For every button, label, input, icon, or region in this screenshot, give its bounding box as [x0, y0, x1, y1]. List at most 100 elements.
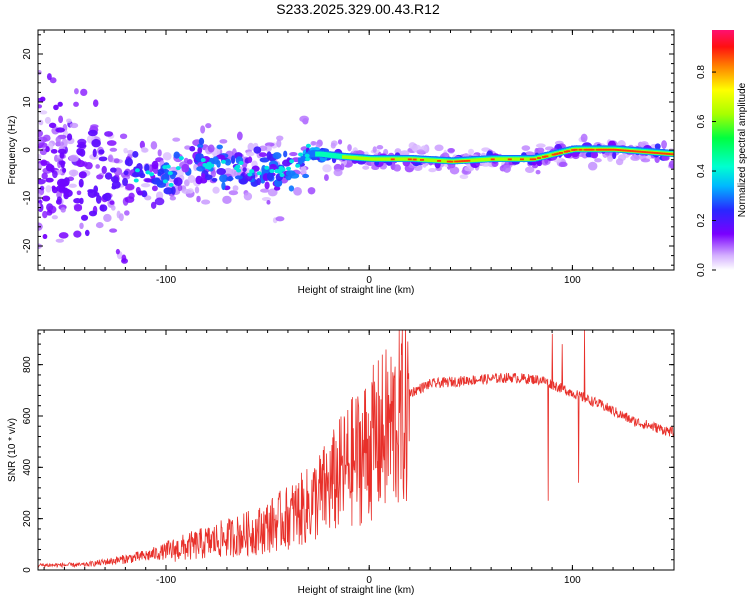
spectrogram-cell — [122, 177, 129, 187]
spectrogram-cell — [68, 154, 79, 162]
spectrogram-cell — [324, 152, 329, 158]
spectrogram-cell — [417, 157, 422, 162]
spectrogram-cell — [184, 145, 191, 150]
spectrogram-y-label: Frequency (Hz) — [7, 116, 18, 185]
spectrogram-cell — [434, 144, 444, 152]
spectrogram-cell — [201, 173, 206, 180]
spectrogram-cell — [493, 157, 498, 161]
spectrogram-cell — [580, 147, 585, 152]
spectrogram-x-tick-label: 0 — [366, 275, 372, 286]
spectrogram-cell — [38, 153, 42, 161]
spectrogram-cell — [671, 153, 674, 156]
spectrogram-cell — [121, 254, 127, 263]
spectrogram-cell — [372, 146, 377, 153]
spectrogram-cell — [110, 167, 117, 173]
spectrogram-cell — [63, 177, 70, 187]
spectrogram-cell — [451, 159, 456, 164]
spectrogram-cell — [57, 148, 67, 154]
spectrogram-cell — [151, 185, 158, 192]
spectrogram-cell — [104, 131, 114, 137]
spectrogram-cell — [42, 234, 48, 240]
spectrogram-cell — [139, 140, 145, 149]
spectrogram-cell — [107, 154, 114, 163]
spectrogram-cell — [502, 157, 507, 161]
spectrogram-y-ticks: -20 -10 0 10 20 — [22, 34, 674, 266]
spectrogram-cell — [58, 115, 64, 124]
spectrogram-cell — [449, 166, 460, 175]
snr-y-tick-label: 600 — [22, 407, 33, 424]
spectrogram-cell — [46, 73, 52, 81]
spectrogram-cell — [51, 215, 59, 220]
spectrogram-cell — [93, 192, 100, 197]
spectrogram-cell — [231, 155, 236, 164]
spectrogram-cell — [154, 197, 165, 206]
spectrogram-cell — [339, 153, 344, 160]
spectrogram-cell — [322, 151, 327, 158]
spectrogram-cell — [288, 185, 295, 192]
spectrogram-cell — [153, 169, 158, 174]
snr-x-ticks: -100 0 100 — [43, 330, 675, 586]
spectrogram-cell — [534, 156, 539, 161]
spectrogram-cell — [656, 152, 661, 155]
spectrogram-cell — [63, 191, 70, 200]
spectrogram-cell — [150, 141, 158, 150]
spectrogram-cell — [640, 158, 651, 163]
spectrogram-cell — [238, 161, 244, 166]
spectrogram-cell — [195, 175, 203, 185]
spectrogram-cell — [207, 144, 215, 153]
spectrogram-cell — [197, 161, 205, 168]
spectrogram-cell — [293, 187, 302, 196]
spectrogram-cell — [173, 177, 183, 186]
spectrogram-cell — [354, 156, 359, 160]
spectrogram-cell — [305, 143, 311, 148]
spectrogram-cell — [402, 157, 407, 161]
spectrogram-cell — [266, 151, 272, 160]
spectrogram-cell — [310, 150, 315, 158]
spectrogram-cell — [654, 143, 661, 150]
spectrogram-cell — [48, 122, 57, 129]
spectrogram-cell — [337, 153, 342, 159]
spectrogram-cell — [45, 177, 54, 183]
spectrogram-cell — [546, 153, 551, 158]
spectrogram-cell — [106, 140, 117, 146]
spectrogram-cell — [661, 155, 670, 161]
spectrogram-x-tick-label: -100 — [156, 275, 176, 286]
spectrogram-cell — [68, 169, 79, 177]
spectrogram-cell — [315, 151, 320, 157]
spectrogram-cell — [383, 157, 388, 161]
spectrogram-cell — [42, 210, 48, 219]
spectrogram-cell — [52, 170, 58, 179]
spectrogram-cell — [607, 148, 612, 151]
colorbar-tick-label: 0.0 — [696, 263, 707, 277]
spectrogram-y-tick-label: 20 — [22, 48, 33, 60]
spectrogram-cell — [532, 158, 537, 161]
spectrogram-cell — [481, 162, 491, 167]
spectrogram-cell — [226, 176, 234, 181]
spectrogram-cell — [456, 160, 461, 163]
spectrogram-cell — [329, 152, 334, 158]
spectrogram-cell — [480, 158, 485, 162]
spectrogram-cell — [420, 159, 425, 161]
spectrogram-cell — [323, 174, 329, 181]
spectrogram-cell — [103, 192, 112, 202]
spectrogram-cell — [310, 141, 316, 146]
snr-y-tick-label: 200 — [22, 510, 33, 527]
spectrogram-cell — [211, 177, 218, 182]
spectrogram-cell — [41, 172, 48, 180]
spectrogram-cell — [137, 190, 144, 196]
spectrogram-cell — [92, 148, 97, 158]
spectrogram-cell — [73, 197, 82, 204]
spectrogram-cell — [69, 122, 79, 129]
spectrogram-cell — [198, 137, 205, 146]
spectrogram-cell — [544, 155, 549, 158]
spectrogram-cell — [408, 142, 417, 150]
snr-x-tick-label: -100 — [156, 575, 176, 586]
spectrogram-cell — [98, 149, 105, 155]
spectrogram-cell — [173, 151, 180, 159]
spectrogram-cell — [588, 148, 593, 151]
spectrogram-cell — [109, 147, 118, 152]
spectrogram-cell — [359, 156, 364, 160]
spectrogram-cell — [123, 147, 128, 154]
spectrogram-cell — [416, 149, 425, 155]
spectrogram-cell — [50, 164, 55, 173]
